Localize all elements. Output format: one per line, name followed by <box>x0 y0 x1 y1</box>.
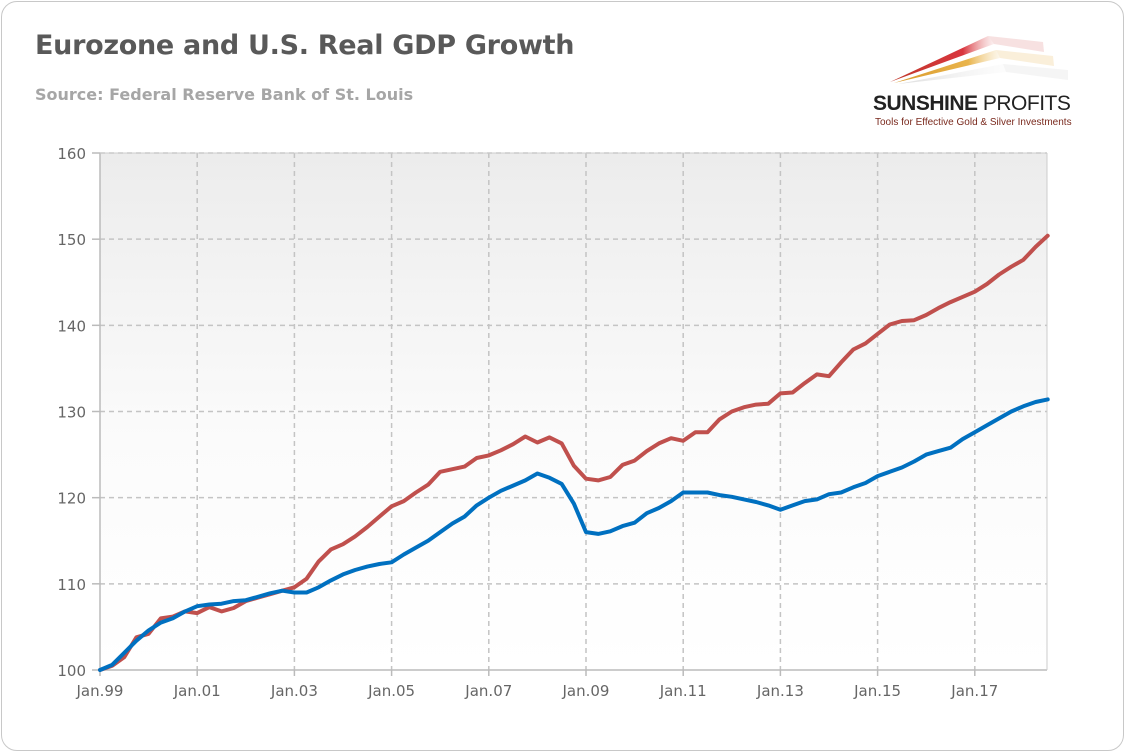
x-tick-label: Jan.05 <box>367 682 415 700</box>
x-tick-label: Jan.11 <box>659 682 707 700</box>
y-tick-label: 160 <box>57 145 86 163</box>
chart-title: Eurozone and U.S. Real GDP Growth <box>35 30 575 61</box>
x-tick-label: Jan.01 <box>173 682 221 700</box>
y-tick-label: 100 <box>57 662 86 680</box>
logo-tagline: Tools for Effective Gold & Silver Invest… <box>875 117 1072 128</box>
chart-source: Source: Federal Reserve Bank of St. Loui… <box>35 85 414 104</box>
x-tick-label: Jan.13 <box>756 682 804 700</box>
x-tick-label: Jan.03 <box>270 682 318 700</box>
x-tick-label: Jan.99 <box>76 682 124 700</box>
logo-name: SUNSHINE PROFITS <box>873 92 1071 115</box>
y-tick-label: 150 <box>57 231 86 249</box>
logo-rays-icon <box>890 36 1068 84</box>
x-tick-label: Jan.17 <box>950 682 998 700</box>
y-tick-label: 130 <box>57 404 86 422</box>
x-tick-label: Jan.09 <box>562 682 610 700</box>
y-tick-label: 110 <box>57 576 86 594</box>
series-line-2 <box>98 397 1050 672</box>
y-tick-label: 140 <box>57 317 86 335</box>
sunshine-profits-logo: SUNSHINE PROFITS Tools for Effective Gol… <box>868 28 1093 133</box>
x-tick-label: Jan.15 <box>853 682 901 700</box>
x-tick-label: Jan.07 <box>464 682 512 700</box>
y-tick-label: 120 <box>57 490 86 508</box>
